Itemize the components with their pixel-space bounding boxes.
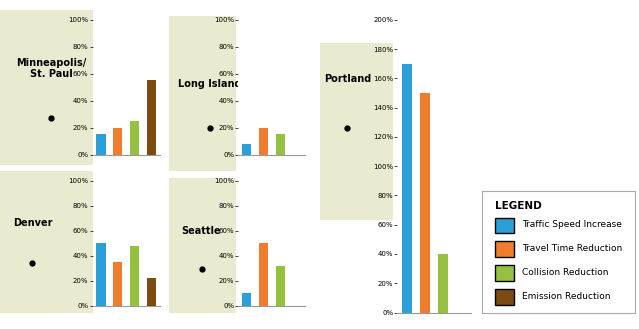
Bar (259, 128, 268, 155)
Bar (113, 262, 123, 306)
Bar (96, 243, 105, 306)
Text: Denver: Denver (13, 218, 52, 228)
Bar (130, 246, 139, 306)
Bar (96, 134, 105, 155)
Bar (130, 121, 139, 155)
Bar (438, 254, 449, 313)
Text: Travel Time Reduction: Travel Time Reduction (522, 244, 622, 253)
FancyBboxPatch shape (495, 241, 514, 257)
Bar (275, 266, 285, 306)
Bar (242, 293, 251, 306)
Bar (113, 128, 123, 155)
FancyBboxPatch shape (495, 265, 514, 281)
Text: Seattle: Seattle (181, 226, 221, 236)
Text: Collision Reduction: Collision Reduction (522, 268, 608, 277)
Bar (242, 144, 251, 155)
FancyBboxPatch shape (495, 289, 514, 305)
Text: Long Island: Long Island (178, 79, 242, 89)
FancyBboxPatch shape (495, 217, 514, 234)
Bar (259, 243, 268, 306)
Bar (420, 93, 430, 313)
Bar (401, 64, 412, 313)
Text: Traffic Speed Increase: Traffic Speed Increase (522, 220, 622, 229)
Bar (147, 80, 156, 155)
Text: Emission Reduction: Emission Reduction (522, 291, 610, 301)
Bar (275, 134, 285, 155)
Text: Minneapolis/
St. Paul: Minneapolis/ St. Paul (16, 58, 86, 79)
Text: Portland: Portland (324, 74, 371, 84)
Text: LEGEND: LEGEND (495, 201, 541, 211)
Bar (147, 278, 156, 306)
